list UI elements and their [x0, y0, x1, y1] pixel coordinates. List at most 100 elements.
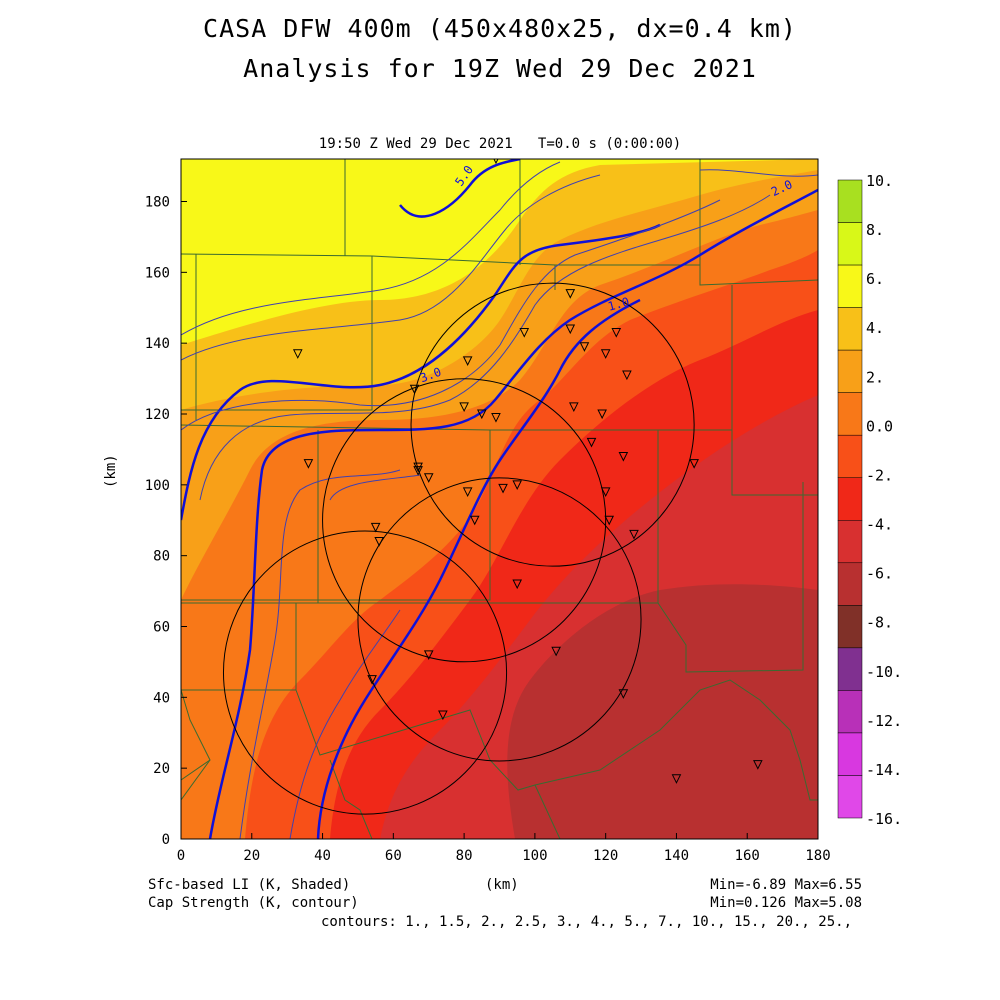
station-marker — [512, 480, 523, 490]
station-marker — [753, 760, 763, 770]
x-tick-label: 120 — [593, 848, 618, 864]
station-marker — [498, 483, 508, 494]
x-tick-label: 140 — [664, 848, 689, 864]
colorbar-label: 8. — [866, 221, 884, 239]
colorbar-label: -4. — [866, 516, 893, 534]
radar-rings — [222, 282, 695, 815]
y-axis: 0 20 40 60 80 100 120 140 160 180 — [145, 195, 187, 848]
radar-ring-north — [410, 282, 695, 567]
x-tick-label: 180 — [805, 848, 830, 864]
y-tick-label: 100 — [145, 478, 170, 494]
contour-levels: contours: 1., 1.5, 2., 2.5, 3., 4., 5., … — [320, 914, 852, 930]
station-marker — [622, 370, 632, 381]
colorbar-swatch — [837, 647, 863, 691]
time-label: 19:50 Z Wed 29 Dec 2021 T=0.0 s (0:00:00… — [318, 136, 682, 152]
y-tick-label: 160 — [145, 265, 170, 281]
li-band-darkest — [507, 584, 818, 839]
colorbar-label: -8. — [866, 614, 893, 632]
shaded-minmax: Min=-6.89 Max=6.55 — [710, 877, 862, 893]
colorbar-swatch — [837, 520, 863, 564]
station-marker — [438, 710, 448, 721]
station-marker — [600, 487, 611, 498]
radar-ring-center — [322, 378, 607, 663]
station-marker — [512, 579, 523, 590]
colorbar-swatch — [837, 562, 863, 606]
station-marker — [462, 487, 473, 498]
station-marker — [462, 356, 473, 366]
station-marker — [569, 402, 579, 413]
colorbar-swatch — [837, 179, 863, 223]
station-marker — [413, 466, 423, 476]
station-markers — [292, 159, 763, 784]
station-marker — [618, 689, 629, 699]
colorbar-label: 2. — [866, 368, 884, 386]
x-tick-label: 80 — [456, 848, 473, 864]
contour-field-label: Cap Strength (K, contour) — [148, 895, 359, 911]
x-tick-label: 0 — [177, 848, 185, 864]
y-tick-label: 140 — [145, 336, 170, 352]
station-marker — [551, 646, 561, 657]
contour-label-3: 3.0 — [418, 365, 443, 386]
station-marker — [604, 515, 615, 526]
y-tick-label: 60 — [153, 620, 170, 636]
colorbar-label: 6. — [866, 270, 884, 288]
station-marker — [423, 650, 434, 660]
colorbar-swatch — [837, 222, 863, 266]
colorbar-swatch — [837, 264, 863, 308]
colorbar-label: -6. — [866, 565, 893, 583]
shaded-field — [181, 159, 818, 839]
station-marker — [618, 452, 629, 462]
station-marker — [629, 529, 639, 540]
colorbar-label: 4. — [866, 319, 884, 337]
station-marker — [519, 328, 530, 338]
station-marker — [579, 342, 590, 352]
colorbar-swatch — [837, 349, 863, 393]
station-marker — [370, 522, 381, 533]
station-marker — [409, 384, 420, 395]
station-marker — [367, 675, 377, 685]
station-marker — [565, 324, 576, 335]
station-marker — [565, 289, 576, 299]
y-tick-label: 20 — [153, 761, 170, 777]
station-marker — [671, 774, 682, 784]
y-tick-label: 80 — [153, 549, 170, 565]
colorbar-swatch — [837, 434, 863, 478]
x-tick-label: 40 — [314, 848, 331, 864]
x-tick-label: 100 — [522, 848, 547, 864]
station-marker — [292, 349, 303, 359]
colorbar: 10. 8. 6. 4. 2. 0.0 -2. -4. -6. -8. -10. -12. -14. -1… — [837, 172, 902, 828]
station-marker — [469, 515, 480, 526]
cap-strength-contours — [181, 159, 818, 839]
station-marker — [374, 537, 384, 547]
station-marker — [586, 437, 597, 448]
plot-frame — [180, 158, 819, 840]
colorbar-swatch — [837, 732, 863, 776]
y-tick-label: 180 — [145, 195, 170, 211]
x-tick-label: 160 — [735, 848, 760, 864]
x-axis: 0 20 40 60 80 100 120 140 160 180 — [177, 833, 831, 864]
contour-label-1: 1.0 — [606, 295, 631, 314]
station-marker — [303, 459, 314, 469]
contour-minmax: Min=0.126 Max=5.08 — [710, 895, 862, 911]
colorbar-swatch — [837, 690, 863, 734]
map-subtitle: Analysis for 19Z Wed 29 Dec 2021 — [243, 54, 757, 83]
radar-ring-southwest — [222, 530, 508, 815]
colorbar-label: -12. — [866, 712, 902, 730]
colorbar-swatch — [837, 775, 863, 819]
colorbar-label: -10. — [866, 663, 902, 681]
colorbar-label: -14. — [866, 761, 902, 779]
colorbar-swatch — [837, 605, 863, 649]
station-marker — [476, 409, 487, 420]
colorbar-swatch — [837, 392, 863, 436]
x-tick-label: 60 — [385, 848, 402, 864]
colorbar-swatch — [837, 307, 863, 351]
x-tick-label: 20 — [243, 848, 260, 864]
station-marker — [600, 349, 611, 359]
station-marker — [423, 473, 434, 483]
colorbar-swatch — [837, 477, 863, 521]
colorbar-label: -16. — [866, 810, 902, 828]
colorbar-label: 10. — [866, 172, 893, 190]
station-marker — [689, 459, 699, 469]
station-marker — [611, 328, 622, 338]
